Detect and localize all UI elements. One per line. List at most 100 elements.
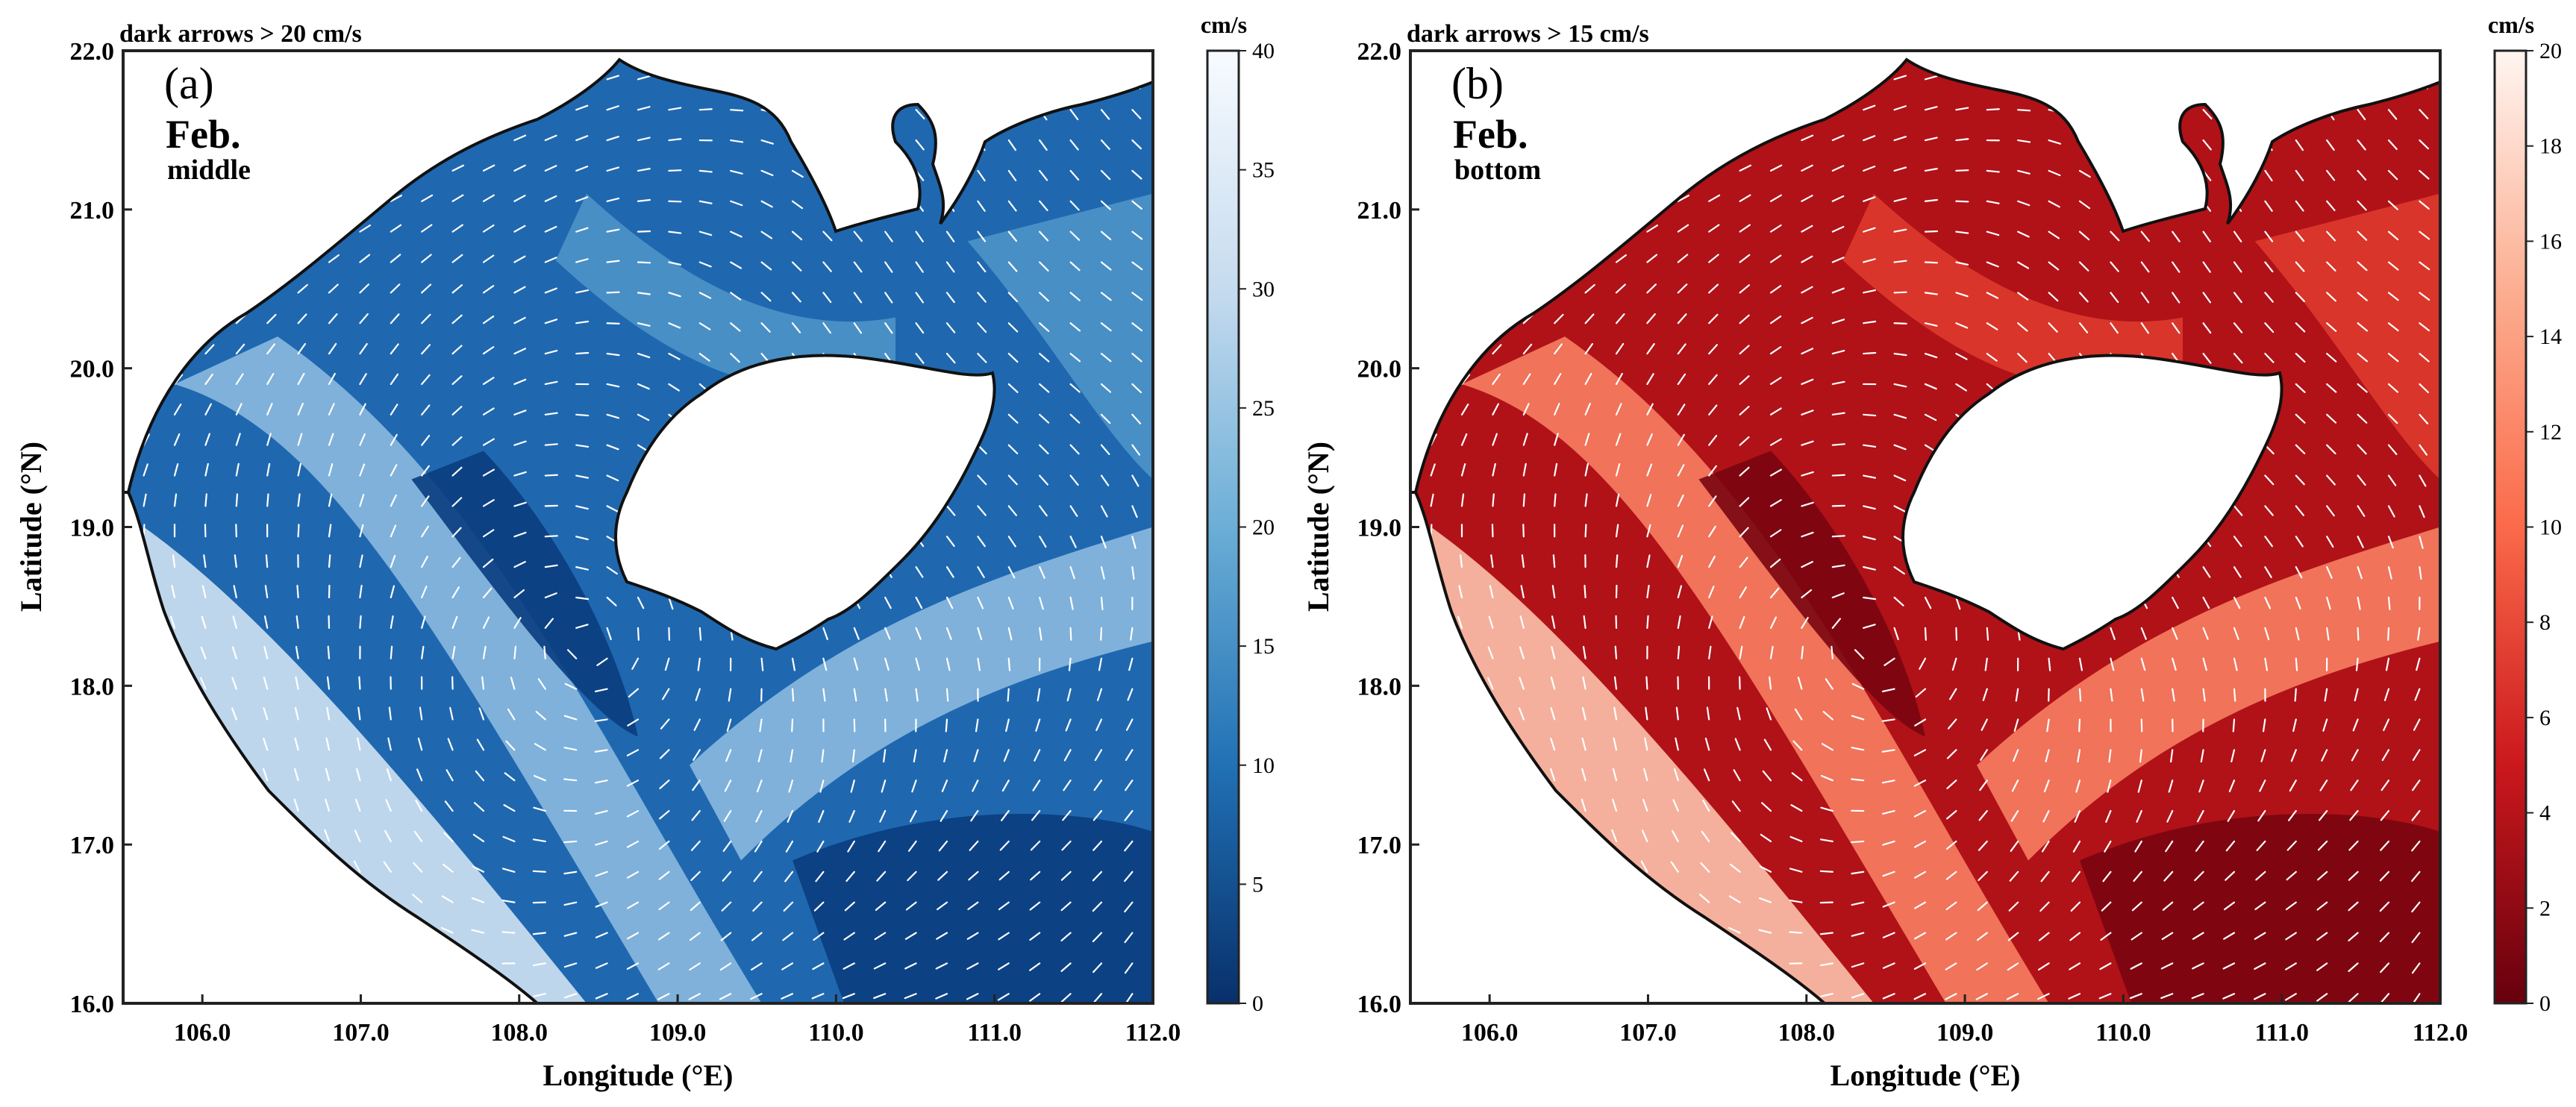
panel-a-layer: middle bbox=[167, 154, 251, 186]
current-arrow bbox=[2387, 139, 2398, 151]
current-arrow bbox=[2078, 200, 2091, 210]
field-speed-band bbox=[1842, 193, 2183, 392]
current-arrow bbox=[447, 738, 454, 751]
current-arrow bbox=[1615, 283, 1626, 294]
current-arrow bbox=[1487, 677, 1494, 690]
x-tick-label: 112.0 bbox=[1125, 1019, 1181, 1047]
current-arrow bbox=[513, 378, 527, 386]
current-arrow bbox=[234, 554, 237, 568]
current-arrow bbox=[1554, 433, 1559, 446]
current-arrow bbox=[2039, 901, 2050, 912]
current-arrow bbox=[595, 901, 608, 908]
current-arrow bbox=[2355, 657, 2359, 671]
current-arrow bbox=[1069, 536, 1077, 548]
current-arrow bbox=[1945, 962, 1957, 970]
current-arrow bbox=[760, 231, 773, 239]
current-arrow bbox=[2357, 505, 2366, 517]
current-arrow bbox=[915, 688, 919, 702]
current-arrow bbox=[1708, 404, 1718, 415]
current-arrow bbox=[2411, 871, 2421, 882]
current-arrow bbox=[1946, 780, 1957, 789]
y-tick-label: 18.0 bbox=[1357, 673, 1402, 700]
current-arrow bbox=[723, 809, 732, 822]
current-arrow bbox=[1131, 352, 1142, 363]
current-arrow bbox=[1615, 403, 1622, 415]
current-arrow bbox=[575, 227, 589, 233]
current-arrow bbox=[1677, 494, 1684, 507]
current-arrow bbox=[2110, 292, 2119, 304]
current-arrow bbox=[606, 322, 620, 324]
current-arrow bbox=[297, 342, 307, 355]
current-arrow bbox=[1893, 197, 1907, 202]
current-arrow bbox=[668, 596, 674, 610]
current-arrow bbox=[875, 901, 887, 911]
current-arrow bbox=[2264, 292, 2274, 303]
current-arrow bbox=[2202, 292, 2212, 304]
current-arrow bbox=[1819, 838, 1833, 843]
current-arrow bbox=[266, 493, 269, 507]
current-arrow bbox=[1029, 901, 1041, 911]
current-arrow bbox=[1522, 524, 1525, 538]
current-arrow bbox=[2017, 139, 2031, 143]
current-arrow bbox=[1100, 352, 1112, 363]
current-arrow bbox=[637, 292, 651, 295]
current-arrow bbox=[2192, 932, 2204, 940]
current-arrow bbox=[698, 169, 713, 173]
current-arrow bbox=[1492, 373, 1501, 386]
current-arrow bbox=[173, 493, 178, 507]
current-arrow bbox=[2233, 261, 2242, 273]
current-arrow bbox=[513, 164, 526, 172]
current-arrow bbox=[818, 809, 825, 823]
current-arrow bbox=[1976, 962, 1988, 971]
current-arrow bbox=[1131, 261, 1143, 271]
current-arrow bbox=[915, 322, 925, 334]
current-arrow bbox=[1069, 566, 1075, 580]
current-arrow bbox=[690, 901, 701, 912]
current-arrow bbox=[2326, 536, 2334, 548]
current-arrow bbox=[822, 231, 833, 242]
current-arrow bbox=[631, 657, 640, 670]
current-arrow bbox=[2195, 840, 2204, 852]
current-arrow bbox=[1980, 749, 1988, 761]
current-arrow bbox=[668, 231, 682, 234]
current-arrow bbox=[2130, 932, 2142, 941]
current-arrow bbox=[1430, 493, 1434, 507]
current-arrow bbox=[294, 737, 299, 751]
current-arrow bbox=[911, 780, 917, 793]
current-arrow bbox=[2348, 840, 2359, 851]
current-arrow bbox=[1924, 168, 1938, 172]
current-arrow bbox=[2048, 169, 2061, 177]
current-arrow bbox=[1708, 224, 1720, 233]
current-arrow bbox=[1646, 403, 1654, 415]
current-arrow bbox=[1893, 322, 1907, 324]
current-arrow bbox=[1550, 737, 1556, 751]
current-arrow bbox=[2037, 962, 2050, 971]
current-arrow bbox=[2322, 718, 2328, 732]
current-arrow bbox=[1131, 292, 1143, 301]
current-arrow bbox=[2233, 352, 2243, 364]
current-arrow bbox=[1646, 433, 1653, 446]
current-arrow bbox=[2326, 505, 2335, 517]
current-arrow bbox=[2379, 932, 2390, 943]
current-arrow bbox=[2172, 261, 2180, 273]
current-arrow bbox=[1001, 809, 1010, 821]
current-arrow bbox=[626, 993, 640, 1000]
current-arrow bbox=[945, 261, 955, 273]
current-arrow bbox=[1522, 462, 1527, 477]
current-arrow bbox=[664, 657, 670, 671]
current-arrow bbox=[2285, 901, 2297, 911]
current-arrow bbox=[1801, 410, 1814, 415]
current-arrow bbox=[1554, 313, 1564, 324]
current-arrow bbox=[1069, 444, 1080, 455]
current-arrow bbox=[482, 616, 490, 629]
current-arrow bbox=[359, 463, 366, 477]
current-arrow bbox=[2289, 780, 2297, 792]
current-arrow bbox=[1863, 505, 1876, 510]
current-arrow bbox=[502, 835, 516, 843]
current-arrow bbox=[1851, 932, 1865, 937]
current-arrow bbox=[977, 536, 986, 548]
current-arrow bbox=[2048, 200, 2060, 208]
current-arrow bbox=[2230, 749, 2236, 762]
current-arrow bbox=[853, 292, 863, 304]
current-arrow bbox=[1947, 718, 1957, 730]
